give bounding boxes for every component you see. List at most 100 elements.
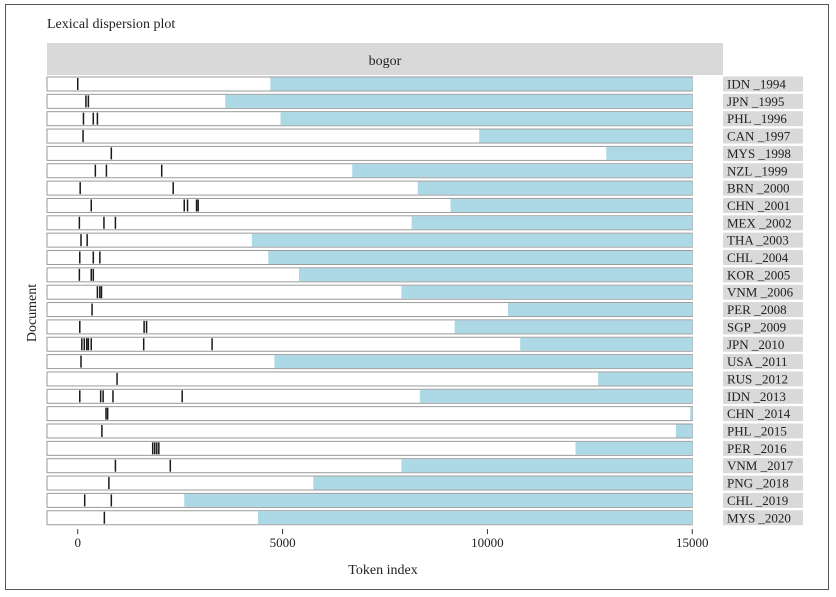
token-hit-mark [100,286,103,299]
document-strip [723,128,803,144]
document-strip [723,93,803,109]
document-strip [723,388,803,404]
document-label: THA _2003 [727,233,789,248]
document-length-bar [401,285,693,299]
document-label: RUS _2012 [727,371,788,386]
token-hit-mark [90,199,92,212]
token-hit-mark [79,390,81,403]
document-length-bar [352,164,693,178]
token-hit-mark [195,199,198,212]
document-strip [723,336,803,352]
document-strip [723,215,803,231]
document-label: NZL _1999 [727,163,788,178]
token-hit-mark [110,147,113,160]
token-hit-mark [114,216,117,229]
document-row: MEX _2002 [46,215,803,231]
token-hit-mark [87,338,90,351]
chart-frame [5,4,829,590]
token-hit-mark [142,338,145,351]
x-axis: 0 5000 10000 15000 [74,529,709,550]
document-label: JPN _1995 [727,94,784,109]
token-hit-mark [186,199,189,212]
token-hit-mark [102,390,104,403]
document-label: PHL _2015 [727,424,787,439]
token-hit-mark [143,320,145,333]
document-label: CHL _2019 [727,493,788,508]
document-label: KOR _2005 [727,267,790,282]
document-length-bar [274,355,693,369]
document-strip [723,371,803,387]
document-strip [723,458,803,474]
document-row: JPN _2010 [46,336,803,352]
document-label: CHN _2001 [727,198,790,213]
document-label: PHL _1996 [727,111,787,126]
document-length-bar [479,129,693,143]
token-hit-mark [169,459,172,472]
document-length-bar [184,493,693,507]
document-label: JPN _2010 [727,337,784,352]
document-label: BRN _2000 [727,181,789,196]
token-hit-mark [90,268,92,281]
document-length-bar [417,181,693,195]
document-label: VNM _2006 [727,285,794,300]
document-strip [723,440,803,456]
document-label: PER _2008 [727,302,787,317]
token-hit-mark [80,234,82,247]
document-strip [723,354,803,370]
token-hit-mark [78,268,81,281]
document-row: PNG _2018 [46,475,803,491]
document-row: PER _2008 [46,302,803,318]
document-row: JPN _1995 [46,93,803,109]
token-hit-mark [105,164,108,177]
document-strip [723,423,803,439]
token-hit-mark [101,425,103,437]
document-label: MYS _2020 [727,510,791,525]
document-strip [723,267,803,283]
document-row: PHL _2015 [46,423,803,439]
document-row: NZL _1999 [46,163,803,179]
document-length-bar [268,251,693,264]
token-hit-mark [151,442,154,455]
document-row: CHN _2001 [46,197,803,213]
document-length-bar [520,337,693,351]
document-row: CHL _2004 [46,250,803,265]
chart-title: Lexical dispersion plot [47,17,175,32]
document-row: USA _2011 [46,354,803,370]
token-hit-mark [114,459,117,472]
document-strip [723,475,803,491]
token-hit-mark [103,511,106,524]
document-strip [723,76,803,92]
token-hit-mark [211,338,213,351]
token-hit-mark [110,494,113,507]
document-row: VNM _2006 [46,284,803,300]
token-hit-mark [81,338,83,351]
token-hit-mark [79,320,81,333]
token-hit-mark [91,303,93,316]
document-row: IDN _1994 [46,76,803,92]
facet-strip [47,43,723,75]
document-strip [723,145,803,161]
document-length-bar [598,372,693,386]
document-length-bar [690,407,693,421]
token-hit-mark [96,286,99,299]
token-hit-mark [76,78,79,90]
document-strip [723,111,803,127]
token-hit-mark [99,286,101,299]
token-hit-mark [92,251,95,264]
token-hit-mark [83,338,86,351]
token-hit-mark [105,407,107,420]
token-hit-mark [183,199,185,212]
document-label: IDN _2013 [727,389,786,404]
document-length-bar [575,441,693,455]
token-hit-mark [145,320,148,333]
x-axis-label: Token index [348,563,417,578]
token-hit-mark [85,95,87,108]
document-row: CHL _2019 [46,492,803,508]
document-length-bar [675,424,693,438]
document-label: MEX _2002 [727,215,792,230]
token-hit-mark [82,130,84,143]
document-strip [723,302,803,318]
document-rows: IDN _1994 JPN _1995 PHL _1996 CAN _1997 MYS … [46,76,803,526]
x-tick-label: 0 [74,535,81,550]
document-strip [723,232,803,248]
